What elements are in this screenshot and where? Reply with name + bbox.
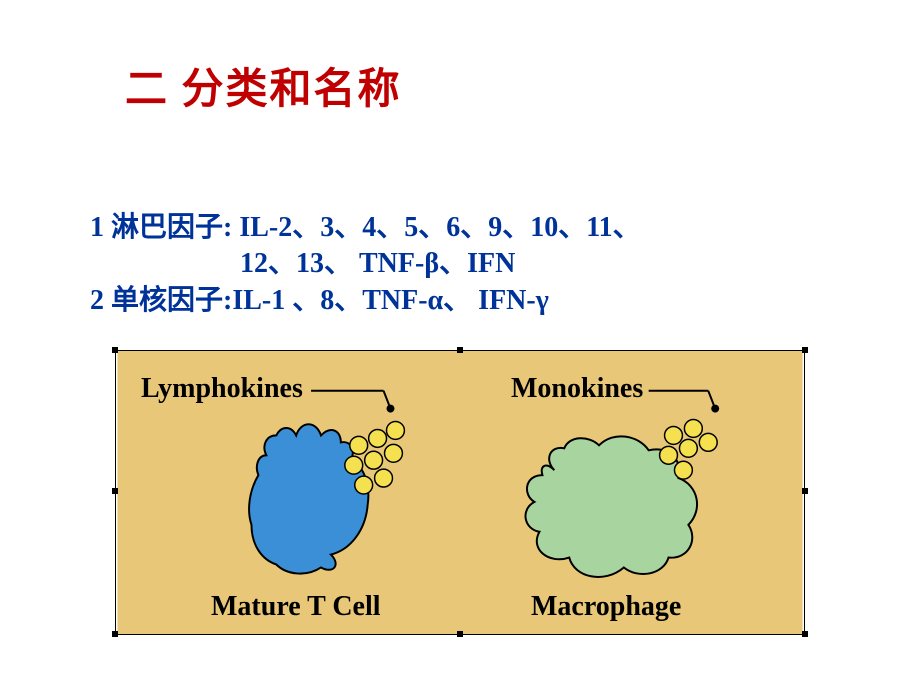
text-line-2: 12、13、 TNF-β、IFN: [90, 246, 870, 282]
selection-handle[interactable]: [457, 347, 463, 353]
text-line-1: 1 淋巴因子: IL-2、3、4、5、6、9、10、11、: [90, 210, 870, 246]
selection-handle[interactable]: [112, 347, 118, 353]
selection-handle[interactable]: [112, 631, 118, 637]
selection-handle[interactable]: [457, 631, 463, 637]
title-text: 二 分类和名称: [125, 67, 402, 113]
content-text: 1 淋巴因子: IL-2、3、4、5、6、9、10、11、 12、13、 TNF…: [90, 210, 870, 319]
slide-title: 二 分类和名称: [125, 55, 402, 116]
cytokine-diagram: Lymphokines Monokines Mature T Cell Macr…: [115, 350, 805, 635]
text-line-3: 2 单核因子:IL-1 、8、TNF-α、 IFN-γ: [90, 283, 870, 319]
selection-handle[interactable]: [802, 347, 808, 353]
macrophage-label: Macrophage: [531, 591, 681, 623]
selection-handle[interactable]: [802, 488, 808, 494]
lymphokines-label: Lymphokines: [141, 373, 303, 405]
monokines-label: Monokines: [511, 373, 643, 405]
tcell-label: Mature T Cell: [211, 591, 381, 623]
selection-handle[interactable]: [112, 488, 118, 494]
selection-handle[interactable]: [802, 631, 808, 637]
